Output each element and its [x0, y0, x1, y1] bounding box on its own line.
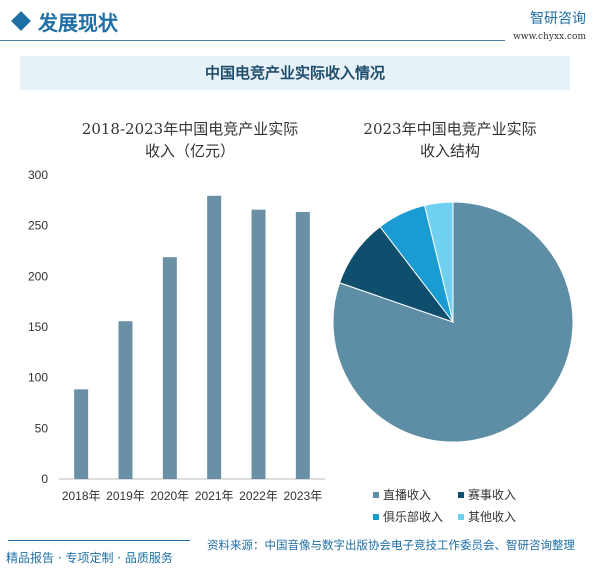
x-tick-label: 2023年: [283, 489, 322, 503]
brand-url: www.chyxx.com: [513, 32, 586, 42]
legend-label: 赛事收入: [468, 488, 517, 502]
pie-title-line: 收入结构: [419, 142, 480, 160]
bar-chart-title: 2018-2023年中国电竞产业实际 收入（亿元）: [40, 118, 340, 162]
bar: [162, 257, 177, 479]
y-tick-label: 250: [28, 219, 48, 233]
bar-title-line: 2018-2023年中国电竞产业实际: [81, 120, 299, 138]
legend-item: 赛事收入: [458, 486, 516, 503]
y-tick-label: 50: [35, 421, 49, 435]
bar: [251, 209, 266, 479]
y-tick-label: 150: [28, 320, 48, 334]
legend-label: 俱乐部收入: [383, 510, 444, 524]
legend-item: 俱乐部收入: [373, 508, 443, 525]
x-tick-label: 2022年: [239, 489, 278, 503]
y-tick-label: 0: [41, 472, 48, 486]
bar: [118, 321, 133, 479]
y-tick-label: 300: [28, 168, 48, 182]
bar: [295, 211, 310, 479]
page-title: 中国电竞产业实际收入情况: [20, 56, 570, 90]
section-header: 发展现状: [8, 4, 118, 38]
bar: [207, 195, 222, 480]
legend-item: 直播收入: [373, 486, 431, 503]
x-tick-label: 2019年: [106, 489, 145, 503]
y-tick-label: 200: [28, 269, 48, 283]
pie-slice: [424, 201, 454, 323]
header-divider: [0, 40, 505, 41]
legend-swatch: [373, 491, 379, 498]
bar: [74, 389, 89, 479]
source-note: 资料来源：中国音像与数字出版协会电子竞技工作委员会、智研咨询整理: [207, 538, 575, 552]
x-tick-label: 2020年: [150, 489, 189, 503]
footer-divider: [8, 540, 190, 541]
pie-title-line: 2023年中国电竞产业实际: [363, 120, 537, 138]
legend-swatch: [373, 513, 379, 520]
legend-swatch: [458, 491, 464, 498]
legend-item: 其他收入: [458, 508, 516, 525]
legend-swatch: [458, 513, 464, 520]
x-tick-label: 2021年: [195, 489, 234, 503]
legend-label: 直播收入: [383, 488, 432, 502]
x-tick-label: 2018年: [62, 489, 101, 503]
brand-logo: 智研咨询: [530, 11, 586, 27]
pie-chart-title: 2023年中国电竞产业实际 收入结构: [320, 118, 580, 162]
footer-slogan: 精品报告 · 专项定制 · 品质服务: [6, 551, 173, 565]
legend-label: 其他收入: [468, 510, 517, 524]
section-title: 发展现状: [38, 10, 118, 35]
y-tick-label: 100: [28, 371, 48, 385]
bar-title-line: 收入（亿元）: [144, 142, 235, 160]
